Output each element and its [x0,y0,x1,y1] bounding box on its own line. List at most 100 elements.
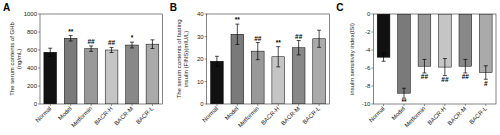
error-bar [382,53,386,61]
y-tick-label: 200 [27,83,38,89]
x-tick [444,104,445,106]
error-bar [422,59,426,72]
y-axis-label-line: The serum contents of fasting [176,19,182,98]
error-bar [256,43,260,60]
error-cap [89,51,93,52]
bar [64,38,77,104]
panel: 02004006008001000NormalModelMetforminBAC… [3,2,163,129]
y-tick-label: 10 [197,79,204,85]
x-tick [50,104,51,106]
error-cap [297,54,301,55]
bar [146,44,159,104]
annotation: ** [276,39,282,46]
plot-frame [373,14,496,104]
error-bar [215,56,219,66]
y-tick-label: -6 [365,65,371,71]
error-line [424,59,425,72]
y-tick-label: -2 [365,29,371,35]
error-bar [402,88,406,98]
y-tick [205,104,207,105]
error-line [70,36,71,41]
y-axis-label: insulin sensitivity index(ISI) [349,23,355,95]
y-tick-label: 30 [197,34,204,40]
x-tick-label: BACR-M [113,105,134,126]
x-tick [465,104,466,106]
y-tick [38,104,40,105]
bar [105,50,118,104]
error-bar [89,46,93,51]
error-cap [317,30,321,31]
x-tick [152,104,153,106]
annotation: ## [295,33,303,40]
annotation: ## [254,35,262,42]
y-tick [371,50,373,51]
error-cap [443,58,447,59]
error-line [319,30,320,47]
bar [418,14,431,66]
error-cap [317,47,321,48]
y-tick-label: 0 [34,101,38,107]
error-line [237,24,238,44]
x-tick [91,104,92,106]
error-bar [297,41,301,55]
panel-title: A [3,2,10,13]
error-cap [382,53,386,54]
annotation: ** [235,16,241,23]
x-tick-label: BACR-M [280,105,301,126]
error-cap [215,66,219,67]
error-line [216,56,217,66]
error-line [91,46,92,51]
y-tick [371,32,373,33]
plot-area [211,24,326,104]
error-cap [235,44,239,45]
annotation: ## [441,76,449,83]
y-tick [205,59,207,60]
x-tick [237,104,238,106]
bar [313,39,326,104]
bar [126,45,139,104]
x-tick [257,104,258,106]
y-tick-label: 20 [197,56,204,62]
x-tick-label: Metformin [404,105,427,128]
y-tick-label: 1000 [24,11,38,17]
panel-title: B [170,2,177,13]
y-tick-label: 400 [27,65,38,71]
y-tick-label: -4 [365,47,371,53]
plot-area [377,14,492,98]
x-tick-label: BACR-M [447,105,468,126]
error-bar [317,30,321,47]
annotation: ** [68,28,74,35]
error-bar [235,24,239,44]
y-tick [371,14,373,15]
bar [231,34,244,104]
error-cap [276,66,280,67]
error-line [444,59,445,76]
error-cap [110,52,114,53]
x-tick-label: BACR-L [135,105,155,125]
error-cap [256,42,260,43]
x-tick-label: Normal [35,105,53,123]
y-tick [371,86,373,87]
bar [377,14,390,57]
bar [479,14,492,73]
annotation: ** [401,98,407,105]
error-bar [443,59,447,76]
bar [44,52,57,104]
x-tick [424,104,425,106]
x-tick [485,104,486,106]
error-cap [48,48,52,49]
y-axis-label-line: The serum contents of GHb [9,21,15,95]
bar [211,61,224,104]
error-cap [422,59,426,60]
x-tick-label: BACR-L [302,105,322,125]
error-line [257,43,258,60]
annotation: ## [462,73,470,80]
y-tick [38,50,40,51]
y-tick-label: 0 [367,11,371,17]
error-cap [130,47,134,48]
error-cap [463,59,467,60]
error-bar [130,42,134,48]
error-line [465,59,466,72]
x-tick-label: Normal [368,105,386,123]
x-tick [319,104,320,106]
